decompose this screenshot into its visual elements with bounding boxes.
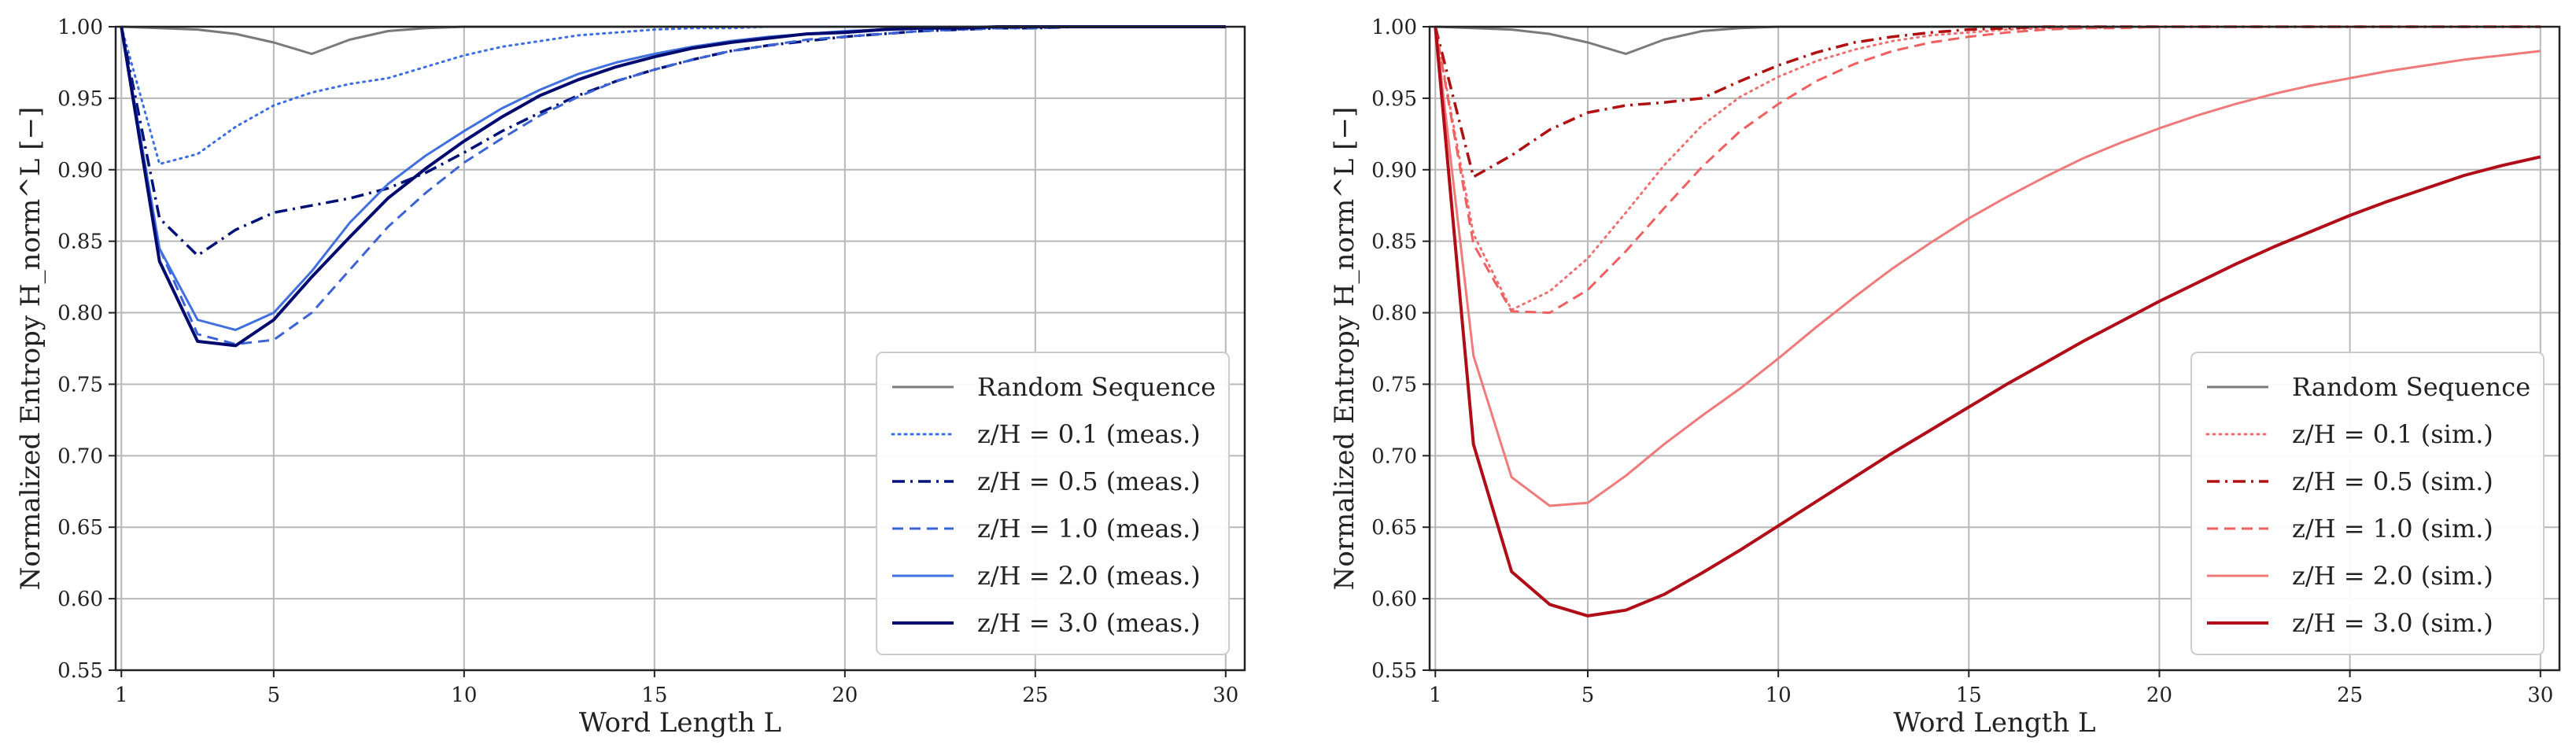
y-tick-label: 0.80 xyxy=(57,302,103,326)
y-tick-label: 0.55 xyxy=(1371,659,1417,683)
series-group xyxy=(120,25,1227,348)
series-line-1 xyxy=(120,25,1227,165)
x-tick-label: 20 xyxy=(2146,684,2172,707)
y-axis-label: Normalized Entropy H_norm^L [−] xyxy=(15,107,46,591)
legend-label-0: Random Sequence xyxy=(2292,372,2530,402)
legend-label-1: z/H = 0.1 (meas.) xyxy=(977,419,1201,449)
legend-box xyxy=(876,352,1230,655)
legend-label-5: z/H = 3.0 (meas.) xyxy=(977,608,1201,638)
legend: Random Sequence z/H = 0.1 (meas.) z/H = 0.… xyxy=(876,352,1230,655)
chart-left: 1 5 10 15 20 25 300.550.600.650.700.750.800.85… xyxy=(15,16,1246,739)
y-tick-label: 0.75 xyxy=(57,373,103,396)
y-tick-label: 0.60 xyxy=(1371,588,1417,611)
series-line-2 xyxy=(1434,25,2541,179)
y-tick-label: 0.90 xyxy=(1371,159,1417,182)
y-tick-label: 0.80 xyxy=(1371,302,1417,326)
series-line-5 xyxy=(1434,26,2541,617)
legend-label-4: z/H = 2.0 (meas.) xyxy=(977,561,1201,591)
series-line-4 xyxy=(1434,26,2541,507)
x-tick-label: 10 xyxy=(451,684,477,707)
legend-label-4: z/H = 2.0 (sim.) xyxy=(2292,561,2493,591)
series-line-2 xyxy=(120,25,1226,257)
x-axis-label: Word Length L xyxy=(579,707,781,739)
legend-label-2: z/H = 0.5 (meas.) xyxy=(977,466,1201,496)
x-tick-label: 30 xyxy=(1212,684,1238,707)
y-tick-label: 1.00 xyxy=(1371,16,1417,39)
y-tick-label: 0.90 xyxy=(57,159,103,182)
legend-label-1: z/H = 0.1 (sim.) xyxy=(2292,419,2493,449)
series-line-3 xyxy=(120,25,1226,345)
legend-label-3: z/H = 1.0 (meas.) xyxy=(977,514,1201,544)
legend-box xyxy=(2190,352,2545,655)
y-tick-label: 0.75 xyxy=(1371,373,1417,396)
series-line-1 xyxy=(1434,25,2542,311)
y-tick-label: 0.65 xyxy=(57,516,103,540)
chart-right: 1 5 10 15 20 25 300.550.600.650.700.750.800.85… xyxy=(1329,16,2561,739)
x-tick-label: 25 xyxy=(2337,684,2363,707)
y-tick-label: 0.70 xyxy=(1371,444,1417,468)
grid xyxy=(1430,26,2559,671)
x-tick-label: 10 xyxy=(1766,684,1792,707)
y-tick-label: 0.70 xyxy=(57,444,103,468)
legend-label-3: z/H = 1.0 (sim.) xyxy=(2292,514,2493,544)
x-tick-label: 15 xyxy=(641,684,667,707)
x-tick-label: 30 xyxy=(2527,684,2553,707)
series-line-4 xyxy=(120,25,1226,331)
x-tick-label: 25 xyxy=(1022,684,1048,707)
y-tick-label: 0.60 xyxy=(57,588,103,611)
y-tick-label: 0.55 xyxy=(57,659,103,683)
y-axis-label: Normalized Entropy H_norm^L [−] xyxy=(1329,107,1360,591)
x-tick-label: 1 xyxy=(1429,684,1442,707)
legend-label-0: Random Sequence xyxy=(977,372,1216,402)
axes-frame xyxy=(1428,25,2561,672)
x-tick-label: 20 xyxy=(832,684,858,707)
y-tick-label: 0.95 xyxy=(57,87,103,111)
y-tick-label: 0.85 xyxy=(1371,230,1417,254)
x-tick-label: 15 xyxy=(1956,684,1982,707)
legend: Random Sequence z/H = 0.1 (sim.) z/H = 0.5… xyxy=(2190,352,2545,655)
axes-frame xyxy=(114,25,1246,672)
x-axis-label: Word Length L xyxy=(1893,707,2095,739)
y-tick-label: 0.85 xyxy=(57,230,103,254)
x-tick-label: 5 xyxy=(268,684,281,707)
x-tick-label: 5 xyxy=(1581,684,1595,707)
y-tick-label: 0.95 xyxy=(1371,87,1417,111)
x-tick-label: 1 xyxy=(115,684,128,707)
legend-label-5: z/H = 3.0 (sim.) xyxy=(2292,608,2493,638)
legend-label-2: z/H = 0.5 (sim.) xyxy=(2292,466,2493,496)
y-tick-label: 0.65 xyxy=(1371,516,1417,540)
y-tick-label: 1.00 xyxy=(57,16,103,39)
